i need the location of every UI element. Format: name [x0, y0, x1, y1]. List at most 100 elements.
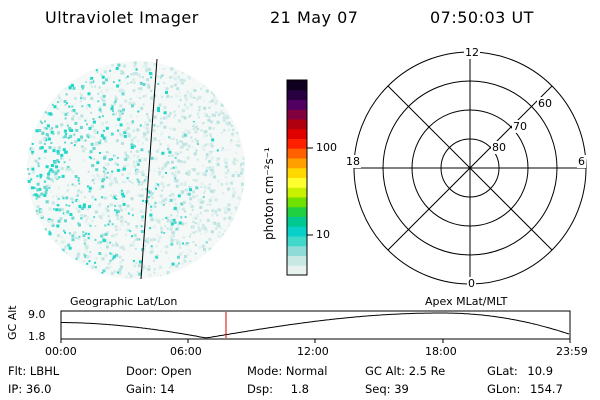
- uv-speckle: [179, 160, 183, 164]
- uv-speckle: [177, 194, 181, 198]
- uv-speckle: [173, 116, 176, 119]
- colorbar-segment: [287, 245, 307, 256]
- uv-speckle: [148, 265, 151, 267]
- uv-speckle: [204, 144, 207, 147]
- uv-speckle: [72, 199, 76, 202]
- uv-speckle: [113, 112, 117, 116]
- uv-speckle: [86, 255, 90, 259]
- uv-speckle: [220, 109, 223, 112]
- uv-speckle: [150, 217, 154, 221]
- uv-speckle: [137, 194, 140, 197]
- uv-speckle: [43, 185, 47, 189]
- uv-speckle: [111, 158, 113, 161]
- uv-speckle: [169, 127, 172, 130]
- uv-speckle: [38, 140, 42, 144]
- uv-speckle: [71, 170, 75, 174]
- uv-speckle: [48, 184, 52, 188]
- uv-speckle: [165, 87, 169, 91]
- uv-speckle: [239, 171, 243, 175]
- uv-speckle: [184, 133, 187, 137]
- uv-speckle: [217, 231, 221, 235]
- uv-speckle: [98, 86, 101, 89]
- uv-speckle: [93, 158, 96, 161]
- uv-speckle: [217, 235, 220, 237]
- uv-speckle: [159, 250, 162, 253]
- uv-speckle: [147, 267, 151, 271]
- uv-speckle: [148, 119, 152, 122]
- uv-speckle: [152, 129, 156, 133]
- uv-speckle: [117, 271, 120, 274]
- x-tick-0000: 00:00: [45, 345, 77, 358]
- uv-speckle: [196, 97, 199, 101]
- uv-speckle: [31, 142, 34, 145]
- uv-speckle: [40, 192, 44, 196]
- uv-speckle: [80, 217, 83, 220]
- uv-speckle: [177, 262, 180, 265]
- uv-speckle: [53, 105, 57, 109]
- uv-speckle: [77, 222, 80, 225]
- uv-speckle: [192, 178, 195, 181]
- uv-speckle: [131, 182, 134, 185]
- uv-speckle: [189, 188, 192, 192]
- uv-speckle: [129, 243, 133, 247]
- uv-speckle: [133, 262, 137, 266]
- uv-speckle: [145, 175, 149, 179]
- uv-speckle: [64, 212, 68, 216]
- glat-value: 10.9: [527, 364, 554, 378]
- uv-speckle: [187, 170, 191, 173]
- uv-speckle: [117, 117, 121, 121]
- uv-speckle: [129, 157, 132, 160]
- uv-speckle: [70, 129, 74, 132]
- uv-speckle: [55, 194, 59, 198]
- uv-speckle: [142, 76, 144, 79]
- uv-speckle: [80, 191, 83, 194]
- mlt-label-18: 18: [345, 155, 361, 168]
- uv-speckle: [152, 259, 155, 262]
- info-dsp: Dsp: 1.8: [247, 382, 309, 396]
- uv-speckle: [36, 182, 40, 186]
- uv-speckle: [77, 177, 80, 180]
- uv-speckle: [96, 71, 99, 74]
- uv-speckle: [130, 143, 133, 146]
- uv-speckle: [77, 189, 80, 193]
- uv-speckle: [103, 175, 106, 178]
- uv-speckle: [204, 251, 207, 254]
- uv-speckle: [209, 166, 211, 169]
- uv-speckle: [114, 209, 117, 212]
- uv-speckle: [150, 156, 154, 160]
- uv-speckle: [205, 89, 209, 93]
- uv-speckle: [49, 128, 53, 132]
- uv-speckle: [144, 134, 147, 136]
- uv-speckle: [91, 179, 94, 182]
- uv-speckle: [75, 237, 78, 239]
- uv-speckle: [135, 68, 138, 71]
- uv-speckle: [85, 246, 89, 250]
- uv-speckle: [85, 105, 89, 109]
- uv-speckle: [208, 116, 211, 119]
- uv-speckle: [120, 219, 124, 223]
- uv-speckle: [224, 114, 228, 118]
- uv-speckle: [182, 109, 186, 113]
- uv-speckle: [79, 100, 82, 103]
- uv-speckle: [119, 261, 123, 265]
- uv-speckle: [142, 64, 146, 68]
- uv-speckle: [161, 218, 164, 221]
- uv-speckle: [115, 139, 119, 143]
- uv-speckle: [73, 96, 77, 100]
- uv-speckle: [143, 125, 146, 128]
- uv-speckle: [77, 199, 81, 203]
- uv-speckle: [125, 77, 127, 80]
- uv-speckle: [111, 223, 114, 226]
- uv-speckle: [157, 183, 159, 186]
- uv-speckle: [75, 128, 79, 132]
- uv-speckle: [202, 172, 206, 176]
- uv-speckle: [164, 163, 168, 166]
- uv-speckle: [222, 192, 225, 195]
- uv-speckle: [209, 189, 213, 193]
- uv-speckle: [179, 246, 182, 249]
- uv-speckle: [167, 274, 170, 277]
- uv-speckle: [223, 229, 227, 233]
- uv-speckle: [135, 274, 138, 276]
- uv-speckle: [68, 246, 72, 250]
- y-tick-9: 9.0: [28, 308, 46, 321]
